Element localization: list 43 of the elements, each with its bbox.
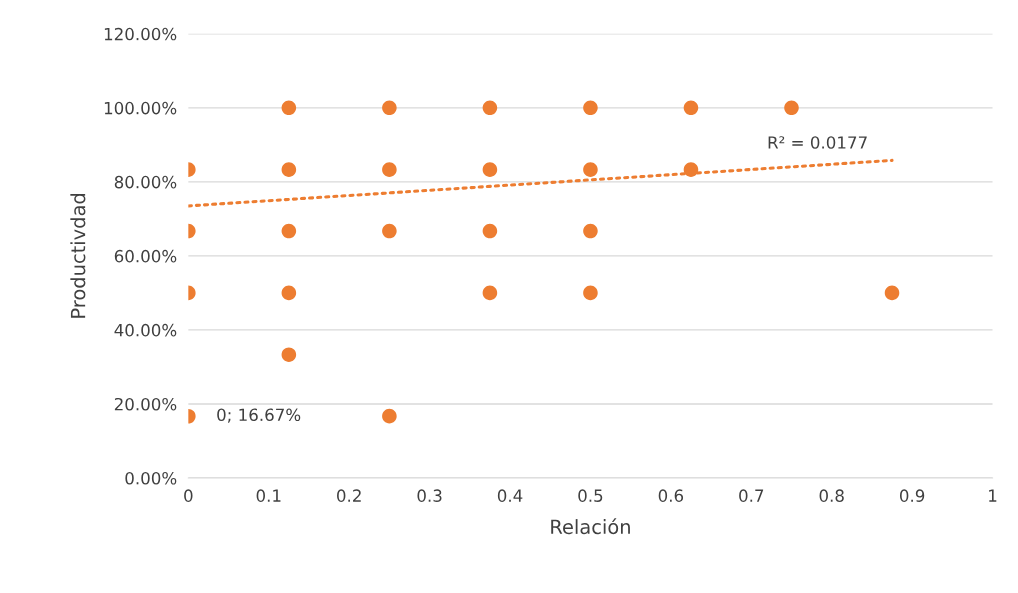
point — [683, 100, 699, 116]
y-tick-label: 20.00% — [114, 397, 177, 411]
point — [281, 223, 297, 239]
x-tick-label: 0.1 — [256, 489, 281, 502]
point — [482, 223, 498, 239]
point — [784, 100, 799, 116]
annotation: R² = 0.0177 — [768, 136, 867, 149]
x-tick-label: 0.8 — [819, 489, 844, 502]
point — [281, 347, 297, 362]
point — [482, 100, 498, 116]
point — [382, 162, 397, 177]
point — [583, 100, 598, 116]
point — [281, 285, 297, 301]
point — [482, 162, 498, 177]
y-tick-label: 100.00% — [104, 101, 177, 115]
x-tick-label: 0.5 — [578, 489, 603, 502]
x-tick-label: 0.4 — [497, 489, 523, 502]
x-axis-title: Relación — [551, 518, 630, 535]
x-tick-label: 1 — [989, 489, 997, 502]
x-tick-label: 0.9 — [899, 489, 925, 502]
point — [281, 100, 297, 116]
annotation: 0; 16.67% — [217, 408, 301, 423]
x-tick-label: 0 — [184, 489, 193, 502]
y-tick-label: 80.00% — [114, 175, 177, 189]
point — [382, 100, 397, 116]
point — [281, 162, 297, 177]
x-tick-label: 0.7 — [739, 489, 764, 502]
point — [482, 285, 498, 301]
point — [583, 285, 598, 301]
point — [382, 223, 397, 239]
y-axis-title: Productivdad — [70, 193, 86, 318]
point — [583, 223, 598, 239]
x-tick-label: 0.3 — [417, 489, 442, 502]
x-tick-label: 0.2 — [337, 489, 361, 502]
y-tick-label: 0.00% — [125, 471, 177, 485]
point — [884, 285, 900, 301]
y-tick-label: 40.00% — [114, 323, 177, 337]
point — [583, 162, 598, 177]
y-tick-label: 60.00% — [114, 249, 177, 263]
point — [382, 408, 397, 424]
x-tick-label: 0.6 — [658, 489, 684, 502]
point — [683, 162, 699, 177]
y-tick-label: 120.00% — [104, 27, 177, 41]
